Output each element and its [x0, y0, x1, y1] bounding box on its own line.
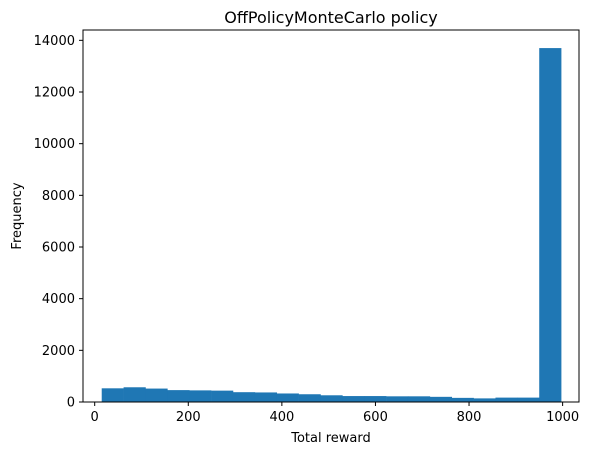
histogram-bar: [539, 48, 562, 402]
histogram-bar: [276, 393, 299, 402]
histogram-bar: [495, 397, 518, 402]
y-tick-label: 2000: [42, 344, 75, 359]
histogram-bar: [364, 396, 387, 402]
y-tick-label: 10000: [34, 137, 75, 152]
histogram-bar: [123, 387, 146, 402]
histogram-bar: [473, 398, 496, 402]
histogram-bar: [386, 396, 409, 402]
chart-title: OffPolicyMonteCarlo policy: [224, 8, 437, 27]
histogram-bar: [145, 388, 168, 402]
histogram-bar: [407, 396, 431, 402]
x-tick-label: 0: [91, 410, 99, 425]
plot-frame: [82, 29, 580, 403]
y-axis-label: Frequency: [10, 182, 25, 249]
bars-group: [101, 48, 562, 402]
histogram-bar: [320, 395, 343, 402]
x-tick-label: 800: [457, 410, 482, 425]
x-axis-ticks: 0 200 400 600 800 1000: [91, 402, 579, 425]
histogram-bar: [298, 394, 321, 402]
histogram-bar: [517, 397, 540, 402]
x-tick-label: 200: [176, 410, 201, 425]
x-tick-label: 1000: [546, 410, 579, 425]
y-tick-label: 6000: [42, 241, 75, 256]
x-tick-label: 600: [363, 410, 388, 425]
histogram-bar: [189, 390, 212, 402]
histogram-bar: [451, 397, 474, 402]
y-tick-label: 14000: [34, 34, 75, 49]
histogram-bar: [101, 388, 124, 402]
x-tick-label: 400: [269, 410, 294, 425]
y-axis-ticks: 0 2000 4000 6000 8000 10000 12000 14000: [34, 34, 83, 411]
histogram-bar: [429, 396, 453, 402]
histogram-bar: [167, 390, 190, 402]
y-tick-label: 8000: [42, 189, 75, 204]
histogram-bar: [342, 396, 365, 402]
x-axis-label: Total reward: [290, 431, 371, 446]
y-tick-label: 0: [67, 396, 75, 411]
y-tick-label: 4000: [42, 292, 75, 307]
histogram-bar: [232, 392, 256, 402]
y-tick-label: 12000: [34, 86, 75, 101]
histogram-bar: [254, 392, 278, 402]
histogram-bar: [211, 390, 234, 402]
